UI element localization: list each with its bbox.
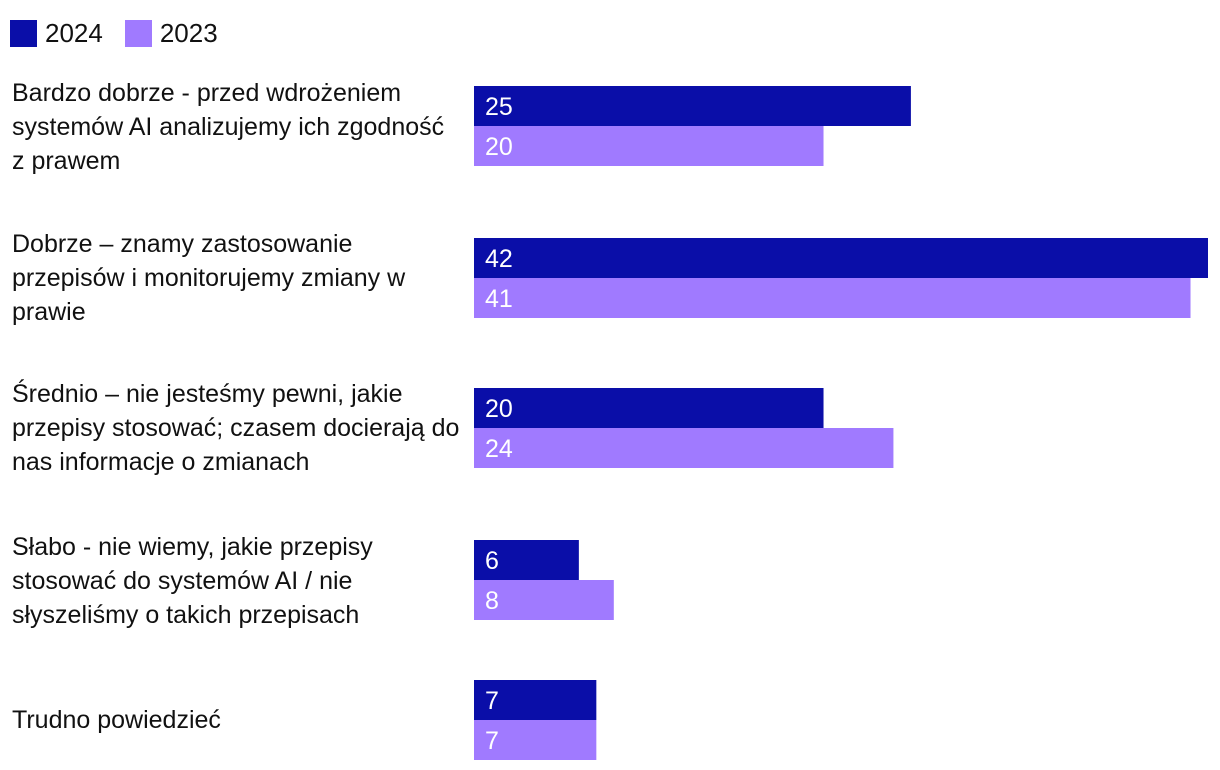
data-label: 7 — [485, 687, 499, 715]
category-label: Średnio – nie jesteśmy pewni, jakie prze… — [12, 380, 460, 476]
data-label: 42 — [485, 245, 513, 273]
data-label: 6 — [485, 547, 499, 575]
bar-2024 — [474, 680, 597, 720]
bar-2023 — [474, 720, 597, 760]
legend-label-2024: 2024 — [45, 18, 103, 48]
bar-2023 — [474, 278, 1191, 318]
bar-2024 — [474, 238, 1208, 278]
legend-swatch-2024 — [10, 19, 37, 47]
legend: 2024 2023 — [10, 18, 240, 48]
category-label: Słabo - nie wiemy, jakie przepisy stosow… — [12, 533, 373, 629]
legend-swatch-2023 — [124, 19, 152, 47]
data-label: 25 — [485, 93, 513, 121]
legend-item-2023: 2023 — [124, 18, 218, 48]
data-label: 24 — [485, 435, 513, 463]
data-label: 8 — [485, 587, 499, 615]
bar-2023 — [474, 428, 894, 468]
bar-2023 — [474, 580, 614, 620]
data-label: 7 — [485, 727, 499, 755]
category-label: Bardzo dobrze - przed wdrożeniem systemó… — [12, 79, 445, 175]
data-label: 20 — [485, 395, 513, 423]
data-label: 41 — [485, 285, 513, 313]
data-label: 20 — [485, 133, 513, 161]
bar-2024 — [474, 388, 824, 428]
category-label: Dobrze – znamy zastosowanie przepisów i … — [12, 230, 406, 326]
legend-label-2023: 2023 — [159, 18, 218, 48]
category-label: Trudno powiedzieć — [12, 706, 221, 734]
bar-2024 — [474, 86, 911, 126]
bar-2023 — [474, 126, 824, 166]
legend-item-2024: 2024 — [10, 18, 103, 48]
bar-2024 — [474, 540, 579, 580]
